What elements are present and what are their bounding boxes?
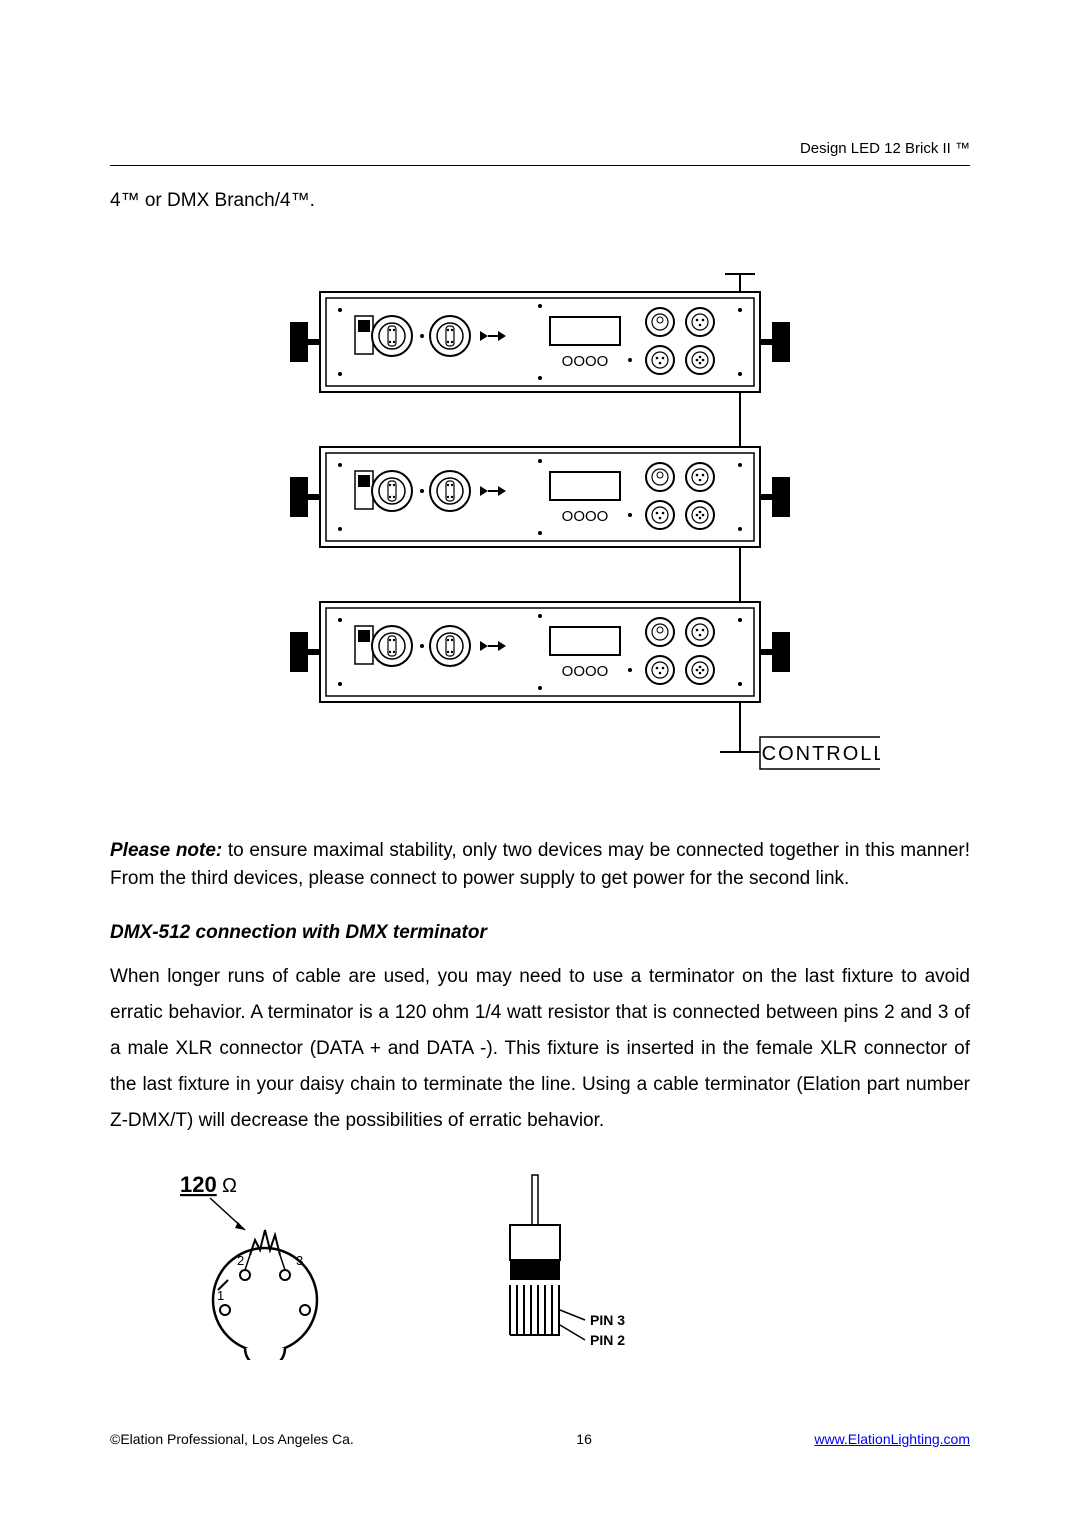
note-paragraph: Please note: to ensure maximal stability…	[110, 837, 970, 892]
controller-label: CONTROLLER	[762, 743, 880, 765]
svg-text:120: 120	[180, 1172, 217, 1197]
terminator-diagrams: 120 Ω 1 2 3	[150, 1170, 970, 1360]
controller-chain-diagram: CONTROLLER	[110, 252, 970, 787]
dmx-terminator-heading: DMX-512 connection with DMX terminator	[110, 922, 970, 944]
svg-text:2: 2	[237, 1253, 244, 1268]
header-divider	[110, 165, 970, 166]
svg-text:1: 1	[217, 1288, 224, 1303]
dmx-terminator-body: When longer runs of cable are used, you …	[110, 959, 970, 1139]
xlr-side-diagram: PIN 3 PIN 2	[470, 1170, 650, 1360]
note-label: Please note:	[110, 840, 222, 861]
svg-text:3: 3	[296, 1253, 303, 1268]
continued-sentence: 4™ or DMX Branch/4™.	[110, 190, 970, 212]
note-text: to ensure maximal stability, only two de…	[110, 840, 970, 889]
svg-text:PIN 3: PIN 3	[590, 1312, 625, 1328]
footer-page-number: 16	[576, 1431, 592, 1447]
svg-text:Ω: Ω	[222, 1175, 237, 1197]
xlr-resistor-diagram: 120 Ω 1 2 3	[150, 1170, 380, 1360]
header-product: Design LED 12 Brick II ™	[800, 140, 970, 157]
footer-link[interactable]: www.ElationLighting.com	[814, 1431, 970, 1447]
footer-copyright: ©Elation Professional, Los Angeles Ca.	[110, 1431, 354, 1447]
svg-text:PIN 2: PIN 2	[590, 1332, 625, 1348]
